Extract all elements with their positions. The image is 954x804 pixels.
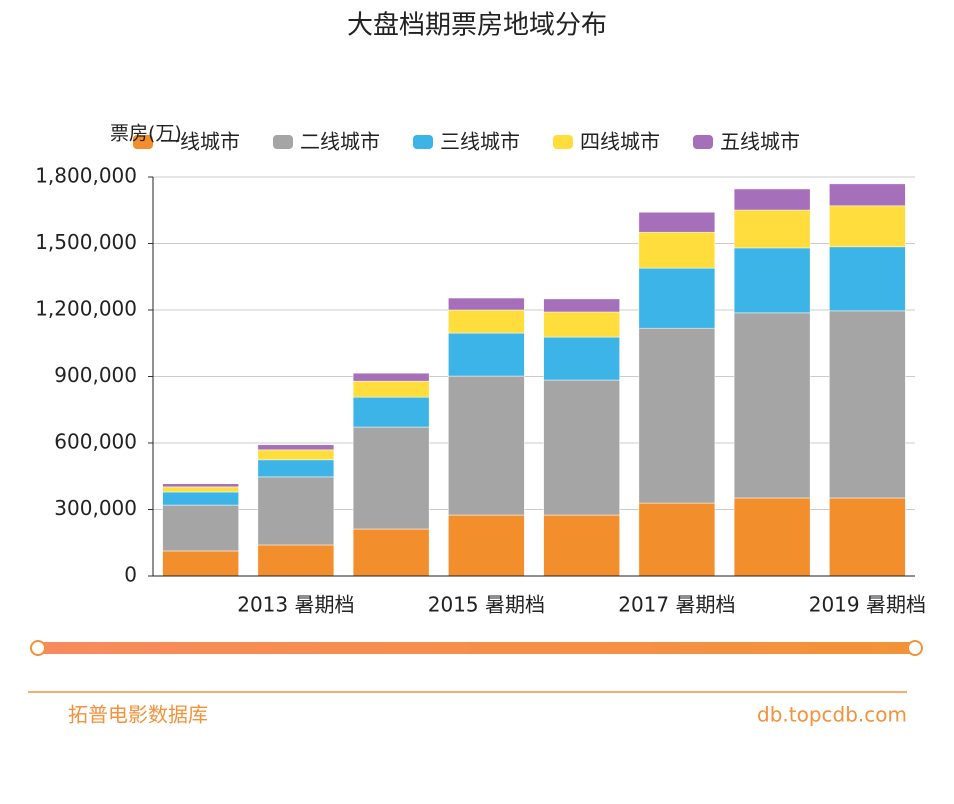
legend-swatch bbox=[413, 135, 433, 149]
bar-segment bbox=[162, 483, 239, 488]
legend-label: 五线城市 bbox=[720, 130, 800, 154]
chart-title: 大盘档期票房地域分布 bbox=[347, 11, 607, 41]
bar-segment bbox=[162, 491, 239, 506]
legend-label: 三线城市 bbox=[440, 130, 520, 154]
bar-segment bbox=[543, 298, 620, 313]
bar-segment bbox=[638, 267, 716, 329]
y-tick-label: 1,200,000 bbox=[35, 297, 137, 321]
bar-segment bbox=[352, 528, 430, 577]
legend-label: 四线城市 bbox=[580, 130, 660, 154]
bar-segment bbox=[829, 183, 906, 207]
bar-segment bbox=[638, 231, 716, 269]
bar-segment bbox=[543, 336, 620, 381]
slider-handle[interactable] bbox=[907, 640, 923, 656]
y-tick-label: 300,000 bbox=[54, 496, 137, 520]
bar-segment bbox=[733, 209, 811, 249]
x-tick-label: 2015 暑期档 bbox=[428, 593, 545, 617]
legend-swatch bbox=[693, 135, 713, 149]
bar-segment bbox=[829, 205, 906, 248]
x-tick-label: 2017 暑期档 bbox=[618, 593, 735, 617]
bar-segment bbox=[257, 544, 335, 577]
bar-segment bbox=[638, 211, 716, 233]
slider-handle[interactable] bbox=[30, 640, 46, 656]
bar-segment bbox=[448, 514, 525, 577]
legend-swatch bbox=[133, 135, 153, 149]
bar-segment bbox=[352, 380, 430, 398]
bar-segment bbox=[733, 312, 811, 499]
bar-segment bbox=[352, 426, 430, 530]
bar-segment bbox=[448, 297, 525, 311]
bar-segment bbox=[448, 309, 525, 334]
bar-segment bbox=[829, 497, 906, 577]
bar-segment bbox=[829, 310, 906, 499]
bar-segment bbox=[448, 375, 525, 516]
bar-segment bbox=[162, 550, 239, 577]
bar-segment bbox=[352, 372, 430, 382]
bar-segment bbox=[257, 444, 335, 451]
bar-segment bbox=[162, 504, 239, 552]
bar-segment bbox=[733, 188, 811, 211]
bar-segment bbox=[543, 514, 620, 577]
y-axis-label: 票房(万) bbox=[110, 123, 182, 145]
bar-segment bbox=[638, 502, 716, 577]
y-tick-label: 1,800,000 bbox=[35, 164, 137, 188]
legend-label: 二线城市 bbox=[300, 130, 380, 154]
y-tick-label: 1,500,000 bbox=[35, 230, 137, 254]
bar-segment bbox=[352, 396, 430, 428]
bar-segment bbox=[733, 497, 811, 577]
bar-segment bbox=[257, 476, 335, 546]
y-tick-label: 600,000 bbox=[54, 430, 137, 454]
legend-swatch bbox=[273, 135, 293, 149]
x-tick-label: 2013 暑期档 bbox=[237, 593, 354, 617]
bar-segment bbox=[638, 327, 716, 504]
x-tick-label: 2019 暑期档 bbox=[809, 593, 926, 617]
footer-right: db.topcdb.com bbox=[757, 703, 907, 727]
legend-label: 一线城市 bbox=[160, 130, 240, 154]
bar-segment bbox=[257, 459, 335, 478]
bar-segment bbox=[733, 247, 811, 314]
bar-segment bbox=[543, 311, 620, 338]
bar-segment bbox=[543, 379, 620, 516]
bar-segment bbox=[829, 246, 906, 312]
bar-segment bbox=[162, 486, 239, 493]
range-slider[interactable] bbox=[38, 642, 915, 654]
footer-left: 拓普电影数据库 bbox=[68, 703, 208, 727]
y-tick-label: 900,000 bbox=[54, 363, 137, 387]
legend-swatch bbox=[553, 135, 573, 149]
bar-segment bbox=[448, 332, 525, 377]
bar-segment bbox=[257, 449, 335, 461]
y-tick-label: 0 bbox=[124, 563, 137, 587]
